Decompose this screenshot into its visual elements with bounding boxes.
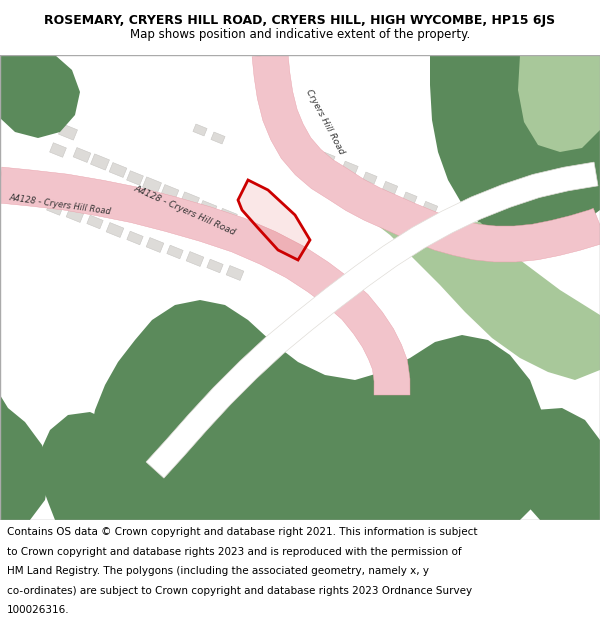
- Bar: [181, 192, 199, 208]
- Bar: [59, 124, 77, 140]
- Polygon shape: [252, 53, 600, 262]
- Bar: [161, 184, 179, 199]
- Bar: [109, 162, 127, 177]
- Bar: [73, 148, 91, 162]
- Bar: [333, 176, 347, 188]
- Bar: [127, 171, 143, 185]
- Bar: [342, 161, 358, 175]
- Bar: [31, 116, 53, 134]
- Bar: [352, 186, 368, 198]
- Polygon shape: [238, 180, 310, 260]
- Text: to Crown copyright and database rights 2023 and is reproduced with the permissio: to Crown copyright and database rights 2…: [7, 547, 462, 557]
- Bar: [143, 177, 161, 193]
- Bar: [106, 222, 124, 238]
- Text: A4128 - Cryers Hill Road: A4128 - Cryers Hill Road: [8, 193, 112, 217]
- Bar: [219, 208, 237, 224]
- Bar: [373, 196, 387, 208]
- Bar: [146, 238, 164, 252]
- Text: co-ordinates) are subject to Crown copyright and database rights 2023 Ordnance S: co-ordinates) are subject to Crown copyr…: [7, 586, 472, 596]
- Bar: [272, 233, 284, 243]
- Bar: [403, 192, 417, 204]
- Bar: [167, 245, 183, 259]
- Text: 100026316.: 100026316.: [7, 605, 70, 615]
- Polygon shape: [430, 55, 600, 242]
- Bar: [193, 124, 207, 136]
- Polygon shape: [146, 162, 598, 478]
- Bar: [321, 152, 335, 164]
- Polygon shape: [518, 55, 600, 152]
- Bar: [199, 201, 217, 216]
- Bar: [87, 215, 103, 229]
- Bar: [252, 225, 264, 235]
- Bar: [211, 132, 225, 144]
- Bar: [301, 144, 315, 156]
- Text: HM Land Registry. The polygons (including the associated geometry, namely x, y: HM Land Registry. The polygons (includin…: [7, 566, 429, 576]
- Polygon shape: [0, 395, 50, 520]
- Polygon shape: [90, 300, 550, 520]
- Polygon shape: [40, 412, 140, 520]
- Bar: [443, 212, 457, 224]
- Bar: [313, 166, 327, 178]
- Bar: [186, 251, 204, 266]
- Bar: [47, 201, 64, 215]
- Text: ROSEMARY, CRYERS HILL ROAD, CRYERS HILL, HIGH WYCOMBE, HP15 6JS: ROSEMARY, CRYERS HILL ROAD, CRYERS HILL,…: [44, 14, 556, 27]
- Polygon shape: [505, 408, 600, 520]
- Text: Cryers Hill Road: Cryers Hill Road: [304, 88, 346, 156]
- Bar: [226, 266, 244, 281]
- Bar: [382, 181, 398, 194]
- Text: A4128 - Cryers Hill Road: A4128 - Cryers Hill Road: [133, 183, 238, 237]
- Text: Map shows position and indicative extent of the property.: Map shows position and indicative extent…: [130, 28, 470, 41]
- Bar: [66, 208, 84, 222]
- Bar: [363, 172, 377, 184]
- Polygon shape: [368, 210, 600, 380]
- Bar: [207, 259, 223, 272]
- Bar: [50, 142, 67, 158]
- Text: Contains OS data © Crown copyright and database right 2021. This information is : Contains OS data © Crown copyright and d…: [7, 528, 478, 538]
- Bar: [127, 231, 143, 245]
- Bar: [422, 201, 438, 214]
- Bar: [91, 154, 109, 170]
- Polygon shape: [0, 167, 410, 395]
- Polygon shape: [0, 55, 80, 138]
